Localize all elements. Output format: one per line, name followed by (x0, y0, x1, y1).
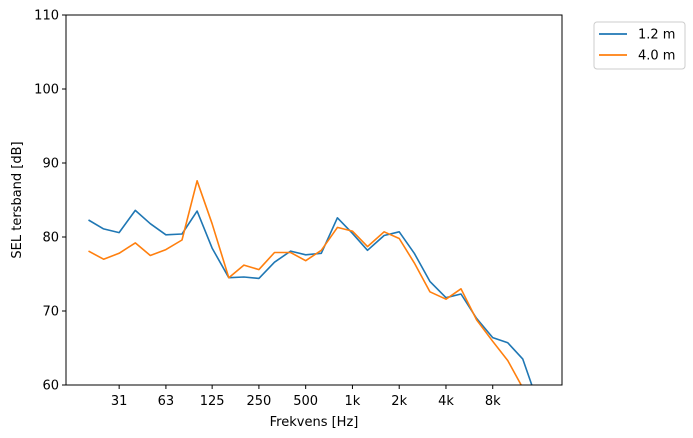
y-tick-label: 90 (42, 157, 59, 172)
y-tick-label: 100 (34, 83, 59, 98)
x-tick-label: 8k (485, 394, 501, 409)
x-tick-label: 1k (345, 394, 361, 409)
x-tick-label: 250 (246, 394, 271, 409)
y-tick-label: 110 (34, 9, 59, 24)
x-tick-label: 2k (391, 394, 407, 409)
legend-label: 4.0 m (638, 49, 675, 64)
y-tick-label: 70 (42, 305, 59, 320)
x-tick-label: 500 (293, 394, 318, 409)
x-tick-label: 63 (158, 394, 175, 409)
series-line-1 (88, 180, 523, 385)
x-tick-label: 4k (438, 394, 454, 409)
y-tick-label: 60 (42, 379, 59, 394)
x-axis-label: Frekvens [Hz] (270, 415, 359, 430)
legend-label: 1.2 m (638, 28, 675, 43)
y-axis-label: SEL tersband [dB] (10, 141, 25, 258)
plot-area-frame (65, 14, 563, 386)
x-tick-label: 125 (200, 394, 225, 409)
series-line-0 (88, 209, 533, 385)
y-tick-label: 80 (42, 231, 59, 246)
legend: 1.2 m 4.0 m (593, 21, 686, 70)
x-tick-label: 31 (111, 394, 128, 409)
